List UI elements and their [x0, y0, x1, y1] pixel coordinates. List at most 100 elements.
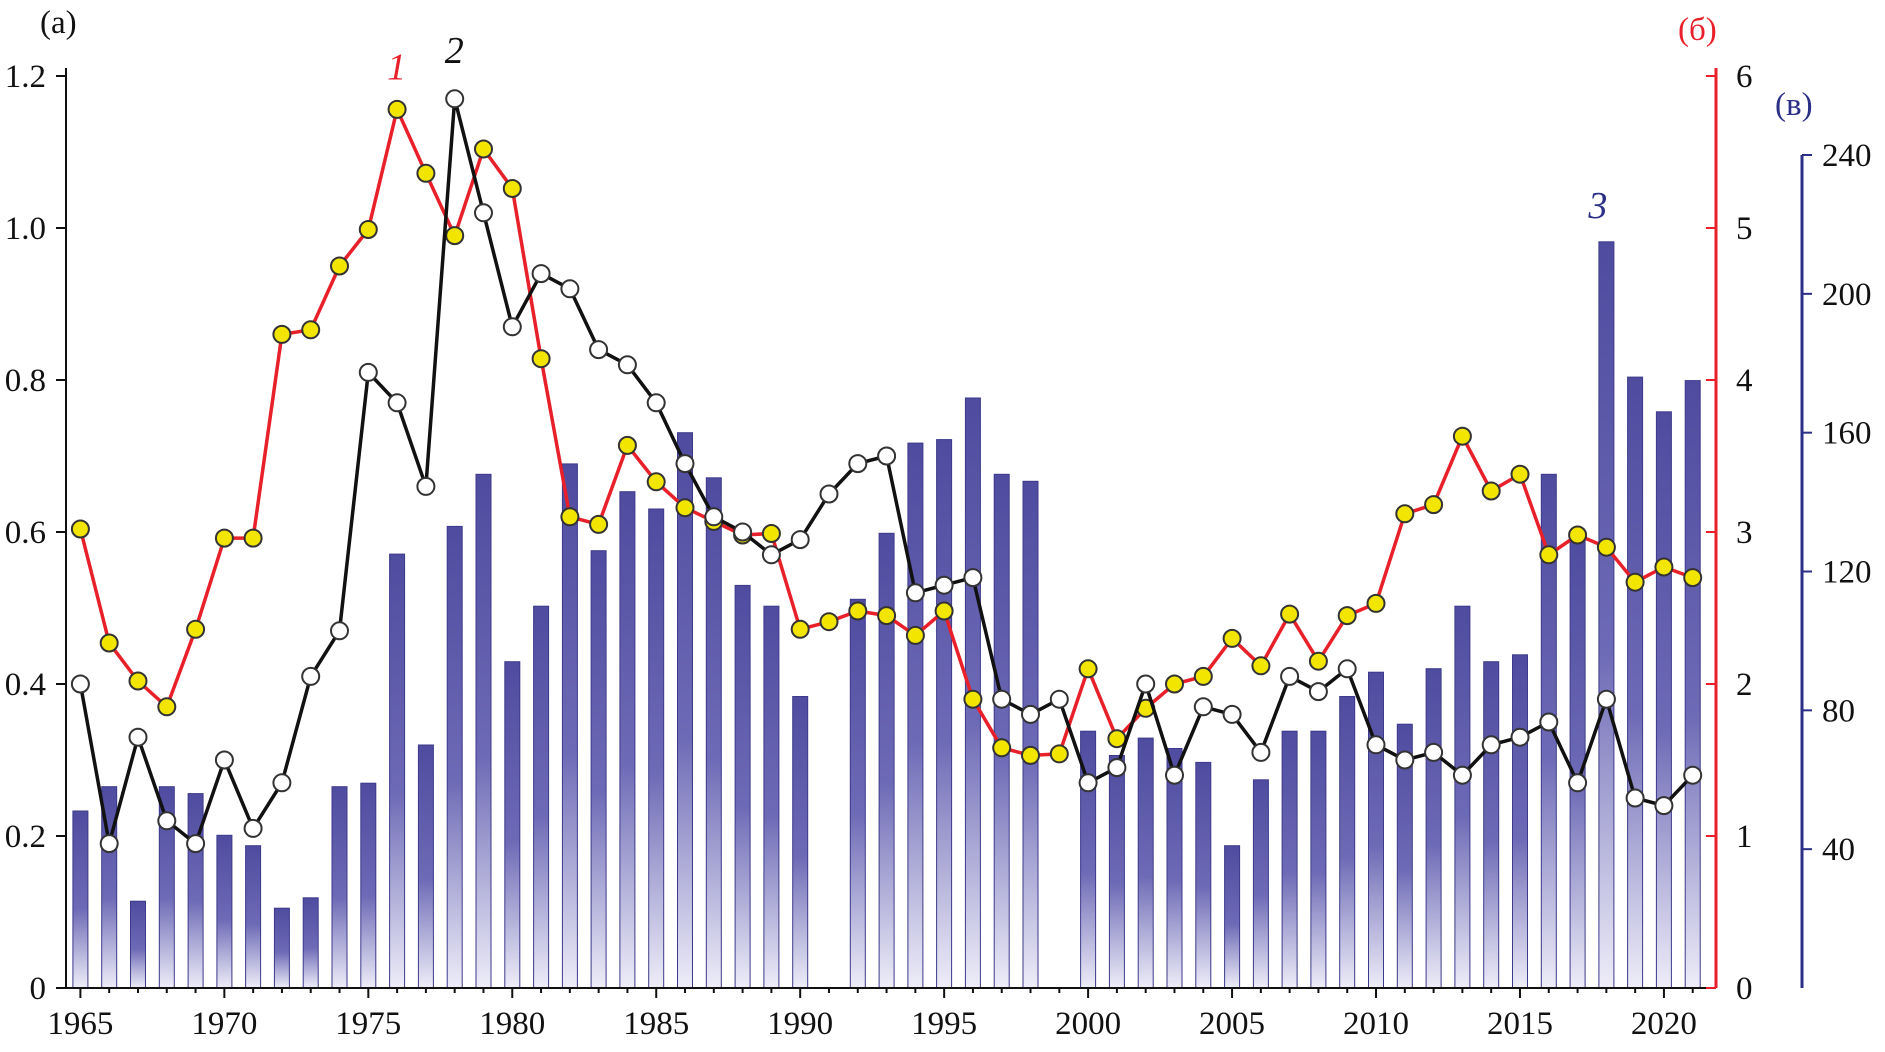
bar-2019: [1627, 376, 1644, 989]
point-series-2: [1568, 773, 1588, 793]
point-series-2: [1222, 704, 1242, 724]
point-series-2: [157, 811, 177, 831]
left-axis-tick-label: 0.8: [5, 363, 46, 399]
point-series-2: [704, 507, 724, 527]
bar-1975: [360, 782, 377, 989]
point-series-1: [1596, 537, 1616, 557]
x-axis-tick-label: 2000: [1055, 1006, 1121, 1042]
point-series-1: [330, 256, 349, 276]
right-blue-axis-tick-label: 120: [1822, 555, 1872, 591]
point-series-2: [387, 393, 407, 413]
point-series-1: [1337, 606, 1357, 626]
chart-labels: (а) (б) (в) 1 2 3: [40, 5, 1813, 227]
point-series-2: [1049, 689, 1069, 709]
bar-1987: [705, 477, 722, 989]
point-series-1: [877, 606, 897, 626]
right-red-axis-tick-label: 1: [1736, 819, 1753, 855]
point-series-2: [1337, 659, 1357, 679]
point-series-2: [1136, 674, 1156, 694]
left-axis-tick-label: 1.2: [5, 59, 46, 95]
bar-1970: [216, 834, 233, 989]
bar-1993: [878, 532, 895, 989]
point-series-1: [790, 619, 810, 639]
right-red-axis-tick-label: 3: [1736, 515, 1753, 551]
point-series-2: [1078, 773, 1098, 793]
point-series-1: [99, 633, 119, 653]
point-series-2: [617, 355, 637, 375]
bar-1974: [331, 786, 348, 989]
right-red-axis-tick-label: 0: [1736, 971, 1753, 1007]
point-series-2: [99, 834, 119, 854]
point-series-2: [1165, 765, 1184, 785]
point-series-2: [1366, 735, 1386, 755]
point-series-1: [474, 139, 493, 159]
point-series-2: [272, 773, 292, 793]
series-label-3: 3: [1587, 185, 1607, 227]
right-red-axis-tick-label: 2: [1736, 667, 1753, 703]
point-series-1: [675, 498, 695, 518]
point-series-1: [1021, 745, 1040, 765]
point-series-1: [272, 324, 292, 344]
point-series-1: [186, 619, 206, 639]
point-series-1: [560, 507, 580, 527]
point-series-1: [848, 601, 868, 621]
point-series-2: [790, 530, 810, 550]
bar-2010: [1368, 671, 1384, 989]
bar-1983: [590, 550, 607, 989]
right-blue-axis-tick-label: 40: [1822, 832, 1855, 868]
bar-1982: [561, 463, 578, 989]
point-series-2: [1452, 765, 1472, 785]
point-series-1: [1654, 557, 1674, 577]
bar-1976: [389, 553, 406, 989]
panel-label-right-red: (б): [1678, 12, 1717, 48]
point-series-2: [1424, 742, 1444, 762]
point-series-2: [1654, 796, 1674, 816]
point-series-1: [1107, 729, 1127, 749]
x-axis-tick-label: 1995: [911, 1006, 977, 1042]
point-series-1: [819, 612, 839, 632]
point-series-1: [70, 519, 90, 539]
point-series-1: [1510, 464, 1530, 484]
right-blue-axis-tick-label: 80: [1822, 693, 1855, 729]
x-axis-tick-label: 2015: [1487, 1006, 1553, 1042]
point-series-1: [157, 697, 177, 717]
point-series-1: [387, 99, 407, 119]
point-series-1: [1308, 651, 1328, 671]
point-series-1: [761, 524, 781, 543]
right-blue-axis-tick-label: 160: [1822, 416, 1872, 452]
left-axis-tick-label: 0.2: [5, 819, 46, 855]
point-series-2: [1539, 712, 1559, 732]
series-label-2: 2: [445, 30, 464, 72]
point-series-2: [1596, 689, 1616, 709]
point-series-2: [560, 279, 580, 299]
point-series-2: [1021, 704, 1040, 724]
point-series-2: [358, 362, 378, 382]
bar-1981: [533, 605, 550, 989]
point-series-1: [646, 472, 666, 492]
right-red-axis-tick-label: 5: [1736, 211, 1753, 247]
point-series-2: [243, 818, 263, 838]
point-series-2: [531, 264, 551, 284]
point-series-2: [186, 834, 206, 854]
bar-2012: [1425, 668, 1442, 989]
bar-2013: [1454, 605, 1471, 989]
x-axis-tick-label: 1990: [767, 1006, 833, 1042]
left-axis-tick-label: 1.0: [5, 211, 46, 247]
point-series-1: [1049, 744, 1069, 764]
point-series-2: [330, 621, 349, 641]
point-series-2: [1308, 682, 1328, 702]
point-series-2: [589, 340, 609, 360]
bar-2001: [1108, 755, 1125, 989]
point-series-2: [1481, 735, 1501, 755]
right-red-axis-tick-label: 4: [1736, 363, 1753, 399]
point-series-2: [905, 583, 925, 603]
point-series-1: [589, 514, 609, 534]
point-series-1: [1424, 495, 1444, 515]
right-blue-axis-tick-label: 240: [1822, 138, 1872, 174]
bar-2005: [1224, 845, 1241, 989]
point-series-2: [992, 689, 1012, 709]
point-series-2: [675, 454, 695, 474]
point-series-2: [1280, 666, 1300, 686]
point-series-2: [963, 568, 983, 588]
